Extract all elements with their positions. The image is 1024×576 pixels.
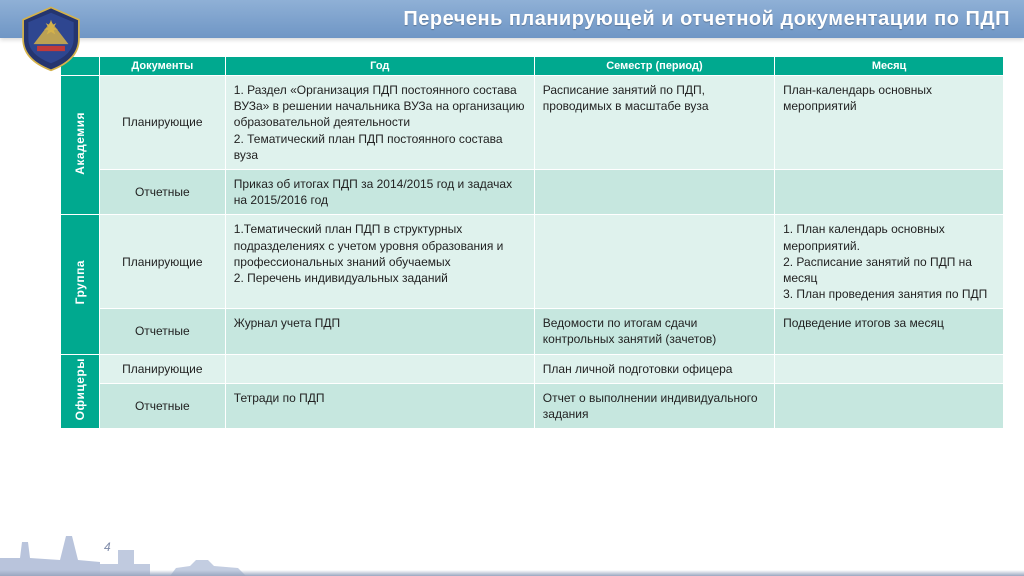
cell-month bbox=[775, 383, 1004, 428]
cell-doc: Планирующие bbox=[99, 76, 225, 170]
cell-sem bbox=[534, 215, 774, 309]
table-row: ОтчетныеПриказ об итогах ПДП за 2014/201… bbox=[61, 169, 1004, 214]
emblem-logo bbox=[16, 4, 86, 77]
header-doc: Документы bbox=[99, 57, 225, 76]
header-year: Год bbox=[225, 57, 534, 76]
category-cell: Офицеры bbox=[61, 354, 100, 429]
cell-month: 1. План календарь основных мероприятий.2… bbox=[775, 215, 1004, 309]
cell-sem bbox=[534, 169, 774, 214]
cell-month bbox=[775, 354, 1004, 383]
documentation-table: Документы Год Семестр (период) Месяц Ака… bbox=[60, 56, 1004, 429]
table-row: ОтчетныеТетради по ПДПОтчет о выполнении… bbox=[61, 383, 1004, 428]
header-sem: Семестр (период) bbox=[534, 57, 774, 76]
category-label: Группа bbox=[72, 260, 88, 304]
table-row: АкадемияПланирующие1. Раздел «Организаци… bbox=[61, 76, 1004, 170]
cell-doc: Отчетные bbox=[99, 309, 225, 354]
title-bar: Перечень планирующей и отчетной документ… bbox=[0, 0, 1024, 38]
cell-year: Тетради по ПДП bbox=[225, 383, 534, 428]
header-month: Месяц bbox=[775, 57, 1004, 76]
cell-doc: Планирующие bbox=[99, 354, 225, 383]
cell-sem: Отчет о выполнении индивидуального задан… bbox=[534, 383, 774, 428]
page-number: 4 bbox=[104, 540, 111, 554]
category-cell: Академия bbox=[61, 76, 100, 215]
cell-month bbox=[775, 169, 1004, 214]
cell-doc: Отчетные bbox=[99, 383, 225, 428]
cell-year: 1.Тематический план ПДП в структурных по… bbox=[225, 215, 534, 309]
category-label: Офицеры bbox=[72, 358, 88, 420]
cell-sem: Расписание занятий по ПДП, проводимых в … bbox=[534, 76, 774, 170]
footer-shadow bbox=[0, 570, 1024, 576]
table-row: ОфицерыПланирующиеПлан личной подготовки… bbox=[61, 354, 1004, 383]
table-row: ОтчетныеЖурнал учета ПДПВедомости по ито… bbox=[61, 309, 1004, 354]
category-cell: Группа bbox=[61, 215, 100, 354]
cell-year bbox=[225, 354, 534, 383]
cell-doc: Отчетные bbox=[99, 169, 225, 214]
page-title: Перечень планирующей и отчетной документ… bbox=[403, 8, 1010, 31]
category-label: Академия bbox=[72, 112, 88, 175]
cell-sem: Ведомости по итогам сдачи контрольных за… bbox=[534, 309, 774, 354]
cell-year: Приказ об итогах ПДП за 2014/2015 год и … bbox=[225, 169, 534, 214]
cell-sem: План личной подготовки офицера bbox=[534, 354, 774, 383]
cell-year: Журнал учета ПДП bbox=[225, 309, 534, 354]
table-header-row: Документы Год Семестр (период) Месяц bbox=[61, 57, 1004, 76]
footer-silhouette bbox=[0, 530, 1024, 576]
cell-month: Подведение итогов за месяц bbox=[775, 309, 1004, 354]
cell-doc: Планирующие bbox=[99, 215, 225, 309]
cell-year: 1. Раздел «Организация ПДП постоянного с… bbox=[225, 76, 534, 170]
table-row: Группа Планирующие1.Тематический план ПДП… bbox=[61, 215, 1004, 309]
cell-month: План-календарь основных мероприятий bbox=[775, 76, 1004, 170]
